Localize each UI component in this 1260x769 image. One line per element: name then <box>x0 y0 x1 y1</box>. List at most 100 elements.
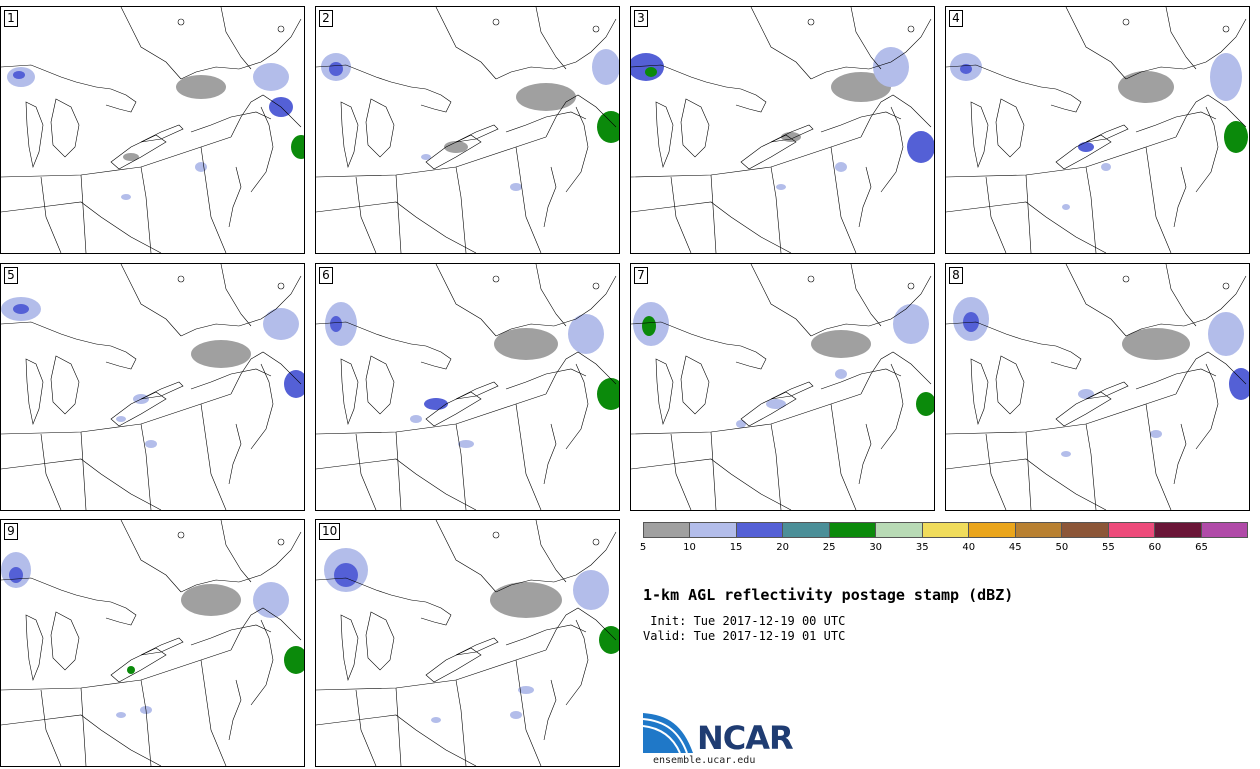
map-boundary-line <box>316 201 477 253</box>
reflectivity-echo <box>1061 451 1071 457</box>
map-boundary-line <box>395 174 402 253</box>
map-boundary-line <box>395 431 402 510</box>
map-boundary-line <box>220 264 252 327</box>
map-boundary-line <box>631 458 792 510</box>
map-boundary-line <box>946 458 1107 510</box>
map-island-outline <box>277 25 285 33</box>
map-boundary-line <box>140 124 184 143</box>
colorbar-tick-label: 55 <box>1102 542 1115 553</box>
reflectivity-echo <box>195 162 207 172</box>
map-boundary-line <box>316 458 477 510</box>
reflectivity-echo <box>284 646 304 674</box>
map-boundary-line <box>250 619 274 706</box>
reflectivity-map <box>1 520 304 766</box>
map-boundary-line <box>1145 403 1172 510</box>
member-number-label: 5 <box>4 267 18 284</box>
map-boundary-line <box>543 423 557 485</box>
map-boundary-line <box>970 358 989 426</box>
map-boundary-line <box>1173 423 1187 485</box>
map-boundary-line <box>340 358 359 426</box>
map-boundary-line <box>1195 363 1219 450</box>
reflectivity-echo <box>1229 368 1249 400</box>
map-boundary-line <box>820 368 902 390</box>
reflectivity-echo <box>127 666 135 674</box>
map-boundary-line <box>770 124 814 143</box>
colorbar-tick-label: 15 <box>729 542 743 553</box>
map-boundary-line <box>95 343 137 370</box>
map-boundary-line <box>425 134 482 170</box>
map-boundary-line <box>228 423 242 485</box>
map-island-outline <box>177 531 185 539</box>
map-boundary-line <box>80 687 87 766</box>
map-boundary-line <box>140 423 152 510</box>
reflectivity-echo <box>116 712 126 718</box>
reflectivity-echo <box>510 711 522 719</box>
reflectivity-echo <box>490 582 562 618</box>
map-boundary-line <box>535 7 567 70</box>
map-boundary-line <box>410 86 452 113</box>
map-island-outline <box>1222 282 1230 290</box>
map-island-outline <box>177 275 185 283</box>
map-boundary-line <box>655 358 674 426</box>
map-boundary-line <box>1125 275 1247 337</box>
map-boundary-line <box>545 351 617 395</box>
map-boundary-line <box>946 136 1177 178</box>
map-boundary-line <box>1 136 232 178</box>
ensemble-member-panel-5: 5 <box>0 263 305 511</box>
reflectivity-echo <box>191 340 251 368</box>
reflectivity-echo <box>599 626 619 654</box>
map-boundary-line <box>515 146 542 253</box>
map-boundary-line <box>858 423 872 485</box>
map-boundary-line <box>1 458 162 510</box>
map-boundary-line <box>631 136 862 178</box>
reflectivity-echo <box>592 49 619 85</box>
reflectivity-echo <box>1062 204 1070 210</box>
reflectivity-echo <box>116 416 126 422</box>
reflectivity-echo <box>444 141 468 153</box>
map-boundary-line <box>1135 368 1217 390</box>
map-boundary-line <box>180 275 302 337</box>
map-boundary-line <box>543 679 557 741</box>
map-boundary-line <box>850 264 882 327</box>
map-boundary-line <box>670 433 692 510</box>
map-boundary-line <box>190 111 272 133</box>
ensemble-member-panel-4: 4 <box>945 6 1250 254</box>
map-boundary-line <box>365 611 395 671</box>
map-boundary-line <box>1025 174 1032 253</box>
reflectivity-echo <box>1122 328 1190 360</box>
map-boundary-line <box>740 134 797 170</box>
reflectivity-echo <box>907 131 934 163</box>
colorbar-segment <box>736 523 784 537</box>
map-boundary-line <box>1 714 162 766</box>
map-boundary-line <box>565 106 589 193</box>
reflectivity-echo <box>645 67 657 77</box>
map-boundary-line <box>50 98 80 158</box>
reflectivity-map <box>316 7 619 253</box>
map-boundary-line <box>120 264 182 337</box>
reflectivity-echo <box>1078 389 1094 399</box>
reflectivity-echo <box>181 584 241 616</box>
map-boundary-line <box>1 649 232 691</box>
map-boundary-line <box>455 679 467 766</box>
map-boundary-line <box>1065 264 1127 337</box>
member-number-label: 6 <box>319 267 333 284</box>
map-island-outline <box>492 275 500 283</box>
map-boundary-line <box>410 599 452 626</box>
reflectivity-map <box>1 7 304 253</box>
map-boundary-line <box>1 321 97 345</box>
map-boundary-line <box>1055 134 1112 170</box>
map-boundary-line <box>230 351 302 395</box>
map-boundary-line <box>230 607 302 651</box>
map-boundary-line <box>631 321 727 345</box>
map-boundary-line <box>946 321 1042 345</box>
map-boundary-line <box>1165 7 1197 70</box>
map-boundary-line <box>1085 166 1097 253</box>
colorbar-segment <box>1015 523 1063 537</box>
map-boundary-line <box>985 433 1007 510</box>
map-boundary-line <box>565 363 589 450</box>
member-number-label: 8 <box>949 267 963 284</box>
map-boundary-line <box>880 106 904 193</box>
reflectivity-echo <box>121 194 131 200</box>
map-boundary-line <box>316 649 547 691</box>
map-island-outline <box>492 18 500 26</box>
